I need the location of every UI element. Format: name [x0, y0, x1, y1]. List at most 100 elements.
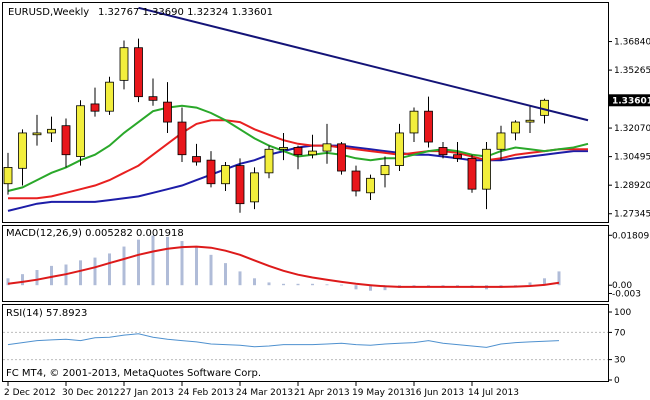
candle[interactable]	[380, 156, 390, 188]
candle[interactable]	[134, 38, 143, 103]
rsi-tick-label: 0	[614, 376, 620, 386]
candle[interactable]	[148, 78, 158, 106]
candle[interactable]	[525, 105, 535, 133]
candle-body-bullish	[395, 132, 404, 166]
candle-body-bullish	[409, 110, 419, 134]
date-tick-label: 27 Jan 2013	[120, 388, 174, 398]
candle-body-bearish	[134, 47, 143, 98]
candle-body-bullish	[119, 47, 129, 81]
macd-histogram-bar	[238, 271, 242, 286]
candle-body-bullish	[308, 150, 317, 156]
rsi-panel-frame	[2, 304, 609, 382]
candle-body-bearish	[235, 165, 245, 205]
rsi-tick-label: 30	[614, 356, 626, 366]
candle-body-bearish	[438, 147, 448, 156]
candle[interactable]	[308, 134, 317, 159]
candle[interactable]	[90, 87, 100, 117]
candle[interactable]	[177, 107, 187, 162]
macd-histogram-bar	[427, 285, 430, 286]
candle[interactable]	[32, 114, 42, 146]
candle[interactable]	[119, 40, 129, 90]
macd-histogram-bar	[340, 284, 343, 286]
candle[interactable]	[264, 145, 274, 179]
candle[interactable]	[337, 142, 346, 175]
candle-body-bullish	[3, 167, 13, 185]
candle[interactable]	[409, 107, 419, 143]
candle[interactable]	[250, 167, 259, 210]
candle[interactable]	[351, 165, 361, 197]
candle-body-bearish	[90, 103, 100, 112]
candle[interactable]	[293, 145, 303, 170]
candle[interactable]	[61, 118, 71, 168]
price-tick-label: 1.35265	[614, 66, 650, 76]
macd-histogram-bar	[108, 253, 111, 286]
macd-tick-label: 0.00	[612, 281, 632, 291]
date-tick-label: 24 Feb 2013	[178, 388, 234, 398]
macd-histogram-bar	[267, 282, 271, 286]
candle[interactable]	[105, 76, 114, 115]
macd-histogram-bar	[79, 260, 82, 286]
rsi-tick-label: 70	[614, 328, 626, 338]
candle[interactable]	[221, 161, 230, 191]
axes: 1.36840 1.35265 1.32070 1.30495 1.28920 1.273…	[4, 38, 650, 398]
date-tick-label: 19 May 2013	[352, 388, 411, 398]
price-tick-label: 1.36840	[614, 38, 650, 48]
rsi-tick-label: 100	[614, 308, 631, 318]
resistance-trendline[interactable]	[138, 6, 589, 122]
macd-histogram-bar	[296, 283, 300, 286]
date-tick-label: 2 Dec 2012	[4, 388, 56, 398]
candle[interactable]	[395, 123, 404, 172]
macd-panel[interactable]	[6, 235, 561, 291]
macd-panel-frame	[2, 225, 609, 302]
candle-body-bearish	[61, 125, 71, 156]
candle[interactable]	[453, 142, 462, 162]
candle-body-bullish	[366, 177, 375, 194]
candle[interactable]	[47, 116, 56, 143]
candle[interactable]	[467, 154, 477, 193]
candle-body-bullish	[76, 105, 85, 157]
date-tick-label: 16 Jun 2013	[410, 388, 464, 398]
candle[interactable]	[482, 142, 491, 210]
candle[interactable]	[279, 132, 288, 161]
rsi-label: RSI(14) 57.8923	[6, 308, 87, 319]
symbol-label: EURUSD,Weekly	[8, 7, 89, 18]
current-price-marker: 1.33601	[609, 94, 650, 107]
copyright-label: FC MT4, © 2001-2013, MetaQuotes Software…	[6, 368, 261, 379]
candle-body-bullish	[221, 165, 230, 185]
macd-label: MACD(12,26,9) 0.005282 0.001918	[6, 228, 184, 239]
price-tick-label: 1.27345	[614, 210, 650, 220]
candle[interactable]	[163, 82, 172, 133]
candle[interactable]	[235, 158, 245, 213]
candle-body-bearish	[192, 156, 201, 163]
candle-body-bearish	[337, 143, 346, 172]
candle[interactable]	[76, 100, 85, 166]
candle[interactable]	[192, 143, 201, 166]
macd-histogram-bar	[441, 285, 445, 286]
rsi-panel[interactable]	[3, 331, 608, 361]
price-tick-label: 1.30495	[614, 153, 650, 163]
price-panel[interactable]	[3, 6, 589, 213]
candle[interactable]	[438, 142, 448, 159]
candle[interactable]	[206, 151, 216, 188]
candle[interactable]	[496, 125, 506, 161]
candle[interactable]	[18, 129, 27, 186]
candle[interactable]	[3, 152, 13, 195]
candle-body-bullish	[525, 119, 535, 123]
macd-tick-label: -0.003	[612, 289, 641, 299]
candle-body-bearish	[206, 159, 216, 185]
macd-histogram-bar	[383, 285, 387, 291]
candle[interactable]	[322, 123, 332, 164]
current-price-label: 1.33601	[612, 96, 650, 106]
candle-body-bullish	[482, 148, 491, 190]
candle-body-bearish	[293, 147, 303, 156]
candle[interactable]	[424, 96, 433, 148]
macd-histogram-bar	[35, 270, 39, 286]
candle[interactable]	[366, 174, 375, 201]
candle[interactable]	[511, 120, 520, 141]
macd-signal-line	[7, 245, 560, 288]
date-tick-label: 30 Dec 2012	[62, 388, 120, 398]
candle-body-bullish	[264, 148, 274, 174]
macd-histogram-bar	[528, 282, 532, 286]
candle-body-bullish	[105, 81, 114, 112]
